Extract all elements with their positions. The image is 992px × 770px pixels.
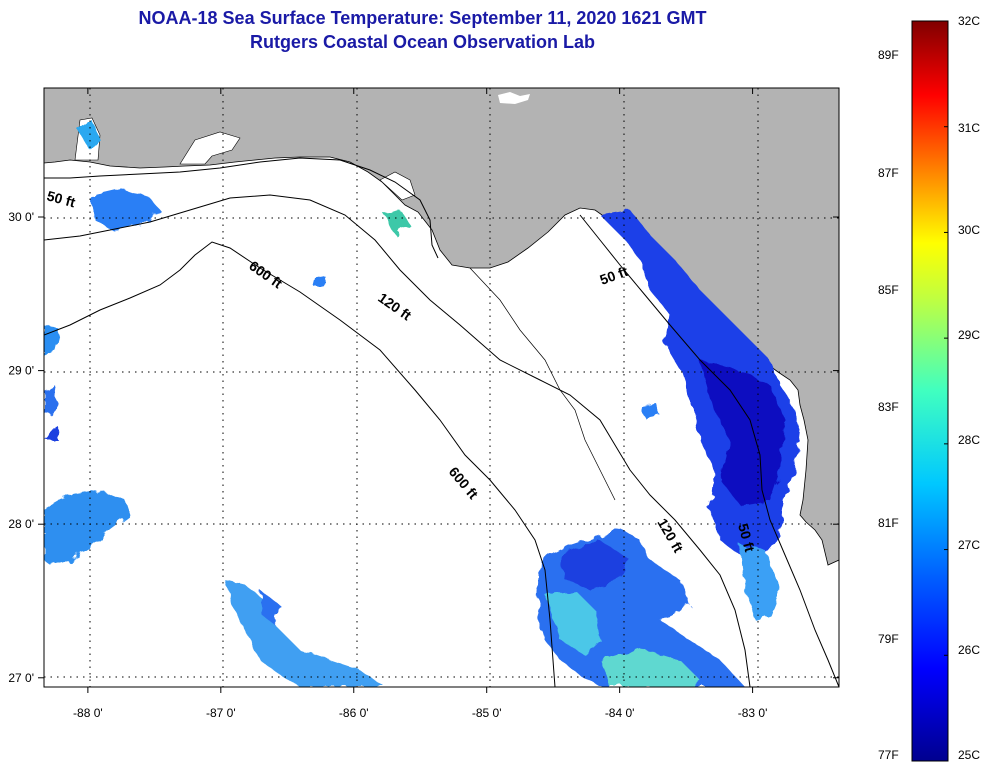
lat-tick-label: 28 0' (8, 517, 34, 531)
colorbar-label-c: 32C (958, 14, 981, 28)
colorbar-label-f: 77F (878, 748, 899, 762)
colorbar-label-f: 89F (878, 48, 899, 62)
map-title: NOAA-18 Sea Surface Temperature: Septemb… (138, 8, 707, 28)
lat-tick-label: 30 0' (8, 210, 34, 224)
contour-600ft (44, 241, 556, 687)
lon-tick-label: -83 0' (738, 706, 768, 720)
land-mass (44, 88, 839, 566)
colorbar-label-f: 83F (878, 400, 899, 414)
colorbar-label-c: 28C (958, 433, 981, 447)
colorbar-label-f: 79F (878, 632, 899, 646)
colorbar-label-f: 81F (878, 516, 899, 530)
longitude-ticks: -88 0' -87 0' -86 0' -85 0' -84 0' -83 0' (73, 88, 767, 720)
lon-tick-label: -87 0' (206, 706, 236, 720)
colorbar-label-c: 27C (958, 538, 981, 552)
map-subtitle: Rutgers Coastal Ocean Observation Lab (249, 32, 596, 52)
sst-patches (44, 120, 800, 687)
colorbar-label-f: 85F (878, 283, 899, 297)
colorbar-label-c: 30C (958, 223, 981, 237)
colorbar-ticks (944, 20, 948, 762)
colorbar (911, 20, 949, 762)
colorbar-label-f: 87F (878, 166, 899, 180)
lon-tick-label: -85 0' (472, 706, 502, 720)
contour-label: 50 ft (735, 522, 758, 554)
lon-tick-label: -86 0' (339, 706, 369, 720)
colorbar-label-c: 26C (958, 643, 981, 657)
bay (179, 131, 241, 165)
colorbar-label-c: 25C (958, 748, 981, 762)
lat-tick-label: 29 0' (8, 364, 34, 378)
contour-50ft-east (579, 214, 839, 687)
colorbar-label-c: 29C (958, 328, 981, 342)
contour-50ft-west (44, 157, 439, 259)
contour-120ft-shelf (44, 194, 751, 687)
coastline-bigbend (469, 267, 616, 501)
inland-lake (498, 92, 530, 104)
colorbar-label-c: 31C (958, 121, 981, 135)
lon-tick-label: -84 0' (605, 706, 635, 720)
lon-tick-label: -88 0' (73, 706, 103, 720)
latitude-ticks: 30 0' 29 0' 28 0' 27 0' (8, 210, 839, 685)
graticule (44, 88, 839, 687)
map-frame (43, 87, 840, 688)
lat-tick-label: 27 0' (8, 671, 34, 685)
contour-label: 50 ft (45, 187, 77, 210)
